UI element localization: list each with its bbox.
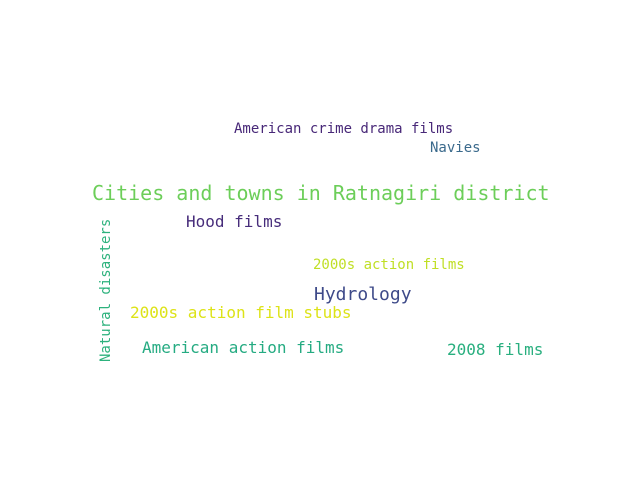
word-hydrology: Hydrology [314,284,412,305]
word-2000s-action-film-stubs: 2000s action film stubs [130,303,352,322]
word-american-action-films: American action films [142,338,345,357]
word-2000s-action-films: 2000s action films [313,257,465,273]
word-hood-films: Hood films [186,212,283,231]
word-american-crime-drama-films: American crime drama films [234,121,454,137]
word-cities-and-towns-in-ratnagiri-district: Cities and towns in Ratnagiri district [92,181,550,205]
word-2008-films: 2008 films [447,340,544,359]
word-natural-disasters: Natural disasters [98,218,114,362]
word-navies: Navies [430,140,481,156]
